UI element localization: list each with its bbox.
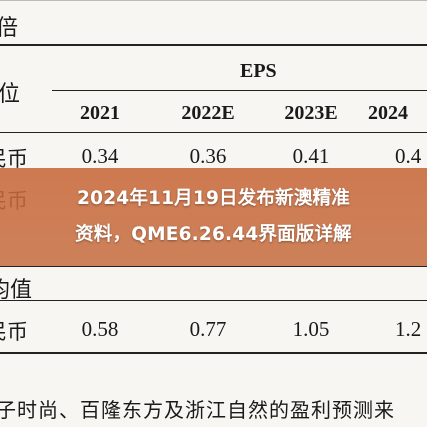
column-header-2024: 2024 — [368, 102, 408, 124]
top-rule — [0, 0, 427, 1]
table-cell: 1.2 — [395, 317, 422, 341]
row-label: 民币 — [0, 320, 28, 344]
table-bottom-rule — [0, 352, 427, 354]
row-label: 民币 — [0, 147, 28, 171]
column-header-2021: 2021 — [80, 102, 120, 124]
table-cell: 0.34 — [81, 144, 119, 168]
header-rule — [0, 44, 427, 46]
table-cell: 1.05 — [292, 317, 330, 341]
overlay-title-line-1: 2024年11月19日发布新澳精准 — [77, 188, 350, 209]
table-cell: 0.4 — [395, 144, 422, 168]
title-overlay-banner: 2024年11月19日发布新澳精准 资料，QME6.26.44界面版详解 — [0, 168, 427, 266]
unit-label: 位 — [0, 81, 21, 106]
section-rule — [0, 300, 427, 301]
column-header-rule — [0, 132, 427, 133]
section-rule — [0, 266, 427, 267]
section-label: 均值 — [0, 277, 33, 302]
eps-group-label: EPS — [240, 60, 277, 82]
table-cell: 0.77 — [189, 317, 227, 341]
table-cell: 0.36 — [189, 144, 227, 168]
column-header-2023e: 2023E — [284, 102, 338, 124]
table-cell: 0.41 — [292, 144, 330, 168]
top-label: 倍 — [0, 15, 19, 40]
column-header-2022e: 2022E — [181, 102, 235, 124]
table-cell: 0.58 — [81, 317, 119, 341]
overlay-title-line-2: 资料，QME6.26.44界面版详解 — [75, 224, 352, 245]
footer-text: 子时尚、百隆东方及浙江自然的盈利预测来 — [0, 400, 395, 422]
eps-group-rule — [52, 90, 427, 91]
